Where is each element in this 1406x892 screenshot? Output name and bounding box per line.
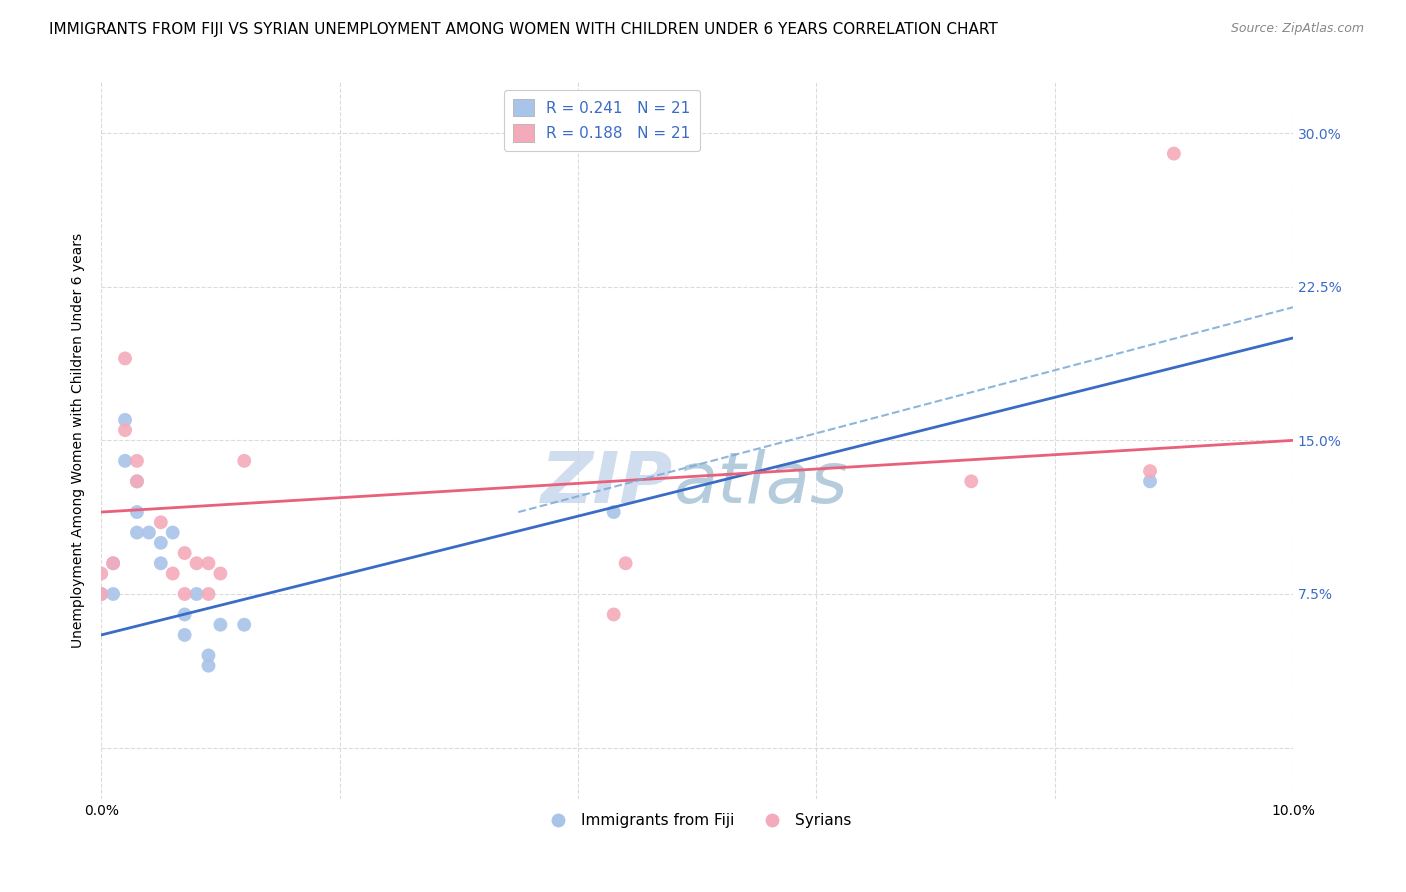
Point xyxy=(101,556,124,570)
Point xyxy=(149,556,172,570)
Point xyxy=(614,556,637,570)
Point xyxy=(602,505,624,519)
Point xyxy=(197,658,219,673)
Point xyxy=(90,587,112,601)
Point xyxy=(114,454,136,468)
Point xyxy=(173,546,195,560)
Point xyxy=(162,525,184,540)
Point xyxy=(101,587,124,601)
Point xyxy=(197,556,219,570)
Point xyxy=(960,475,983,489)
Point xyxy=(114,413,136,427)
Point xyxy=(197,648,219,663)
Point xyxy=(125,505,148,519)
Point xyxy=(162,566,184,581)
Point xyxy=(1163,146,1185,161)
Point xyxy=(125,475,148,489)
Text: IMMIGRANTS FROM FIJI VS SYRIAN UNEMPLOYMENT AMONG WOMEN WITH CHILDREN UNDER 6 YE: IMMIGRANTS FROM FIJI VS SYRIAN UNEMPLOYM… xyxy=(49,22,998,37)
Point xyxy=(233,454,256,468)
Y-axis label: Unemployment Among Women with Children Under 6 years: Unemployment Among Women with Children U… xyxy=(72,233,86,648)
Point xyxy=(173,587,195,601)
Text: ZIP: ZIP xyxy=(541,449,673,518)
Point xyxy=(101,556,124,570)
Point xyxy=(209,617,232,632)
Point xyxy=(209,566,232,581)
Point xyxy=(125,525,148,540)
Point xyxy=(149,536,172,550)
Point xyxy=(173,607,195,622)
Point xyxy=(197,587,219,601)
Point xyxy=(1139,475,1161,489)
Point xyxy=(114,351,136,366)
Point xyxy=(125,475,148,489)
Text: Source: ZipAtlas.com: Source: ZipAtlas.com xyxy=(1230,22,1364,36)
Point xyxy=(1139,464,1161,478)
Point xyxy=(186,587,208,601)
Legend: Immigrants from Fiji, Syrians: Immigrants from Fiji, Syrians xyxy=(537,807,858,834)
Point xyxy=(173,628,195,642)
Point xyxy=(138,525,160,540)
Point xyxy=(602,607,624,622)
Point xyxy=(149,516,172,530)
Point xyxy=(114,423,136,437)
Point xyxy=(90,566,112,581)
Point xyxy=(90,587,112,601)
Point xyxy=(125,454,148,468)
Point xyxy=(186,556,208,570)
Point xyxy=(233,617,256,632)
Text: atlas: atlas xyxy=(673,449,848,518)
